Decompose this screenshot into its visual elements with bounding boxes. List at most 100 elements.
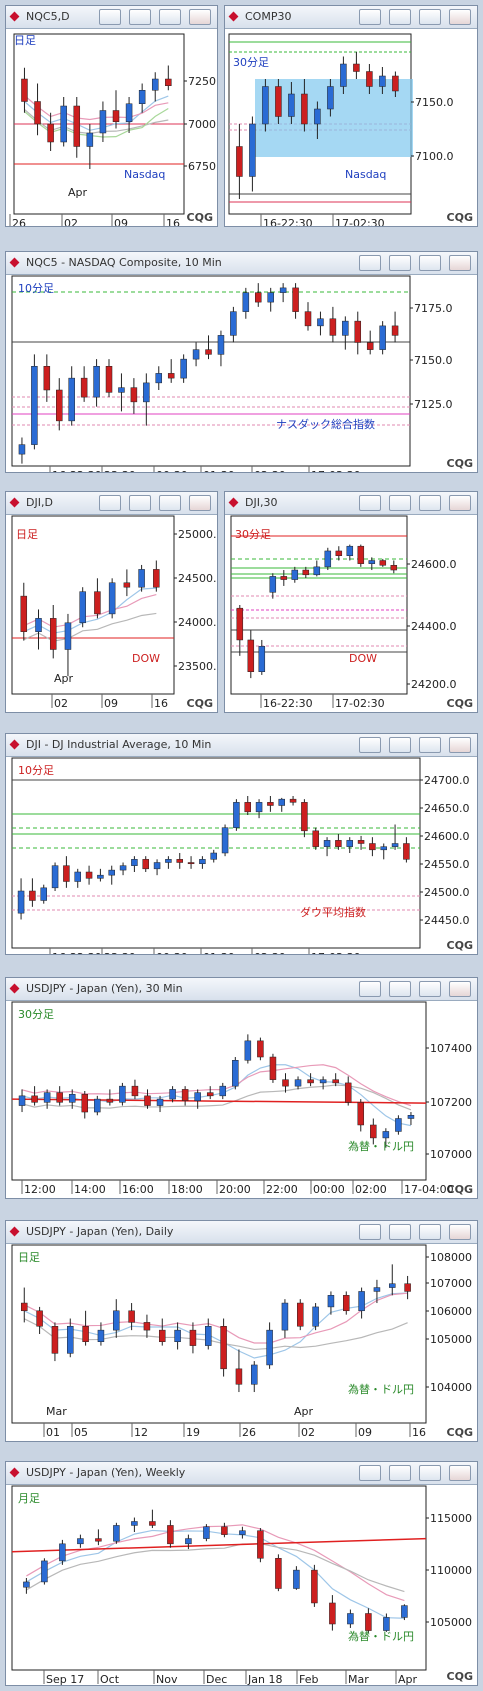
maximize-button[interactable] (159, 9, 181, 25)
candle[interactable] (119, 865, 127, 871)
candle[interactable] (165, 78, 172, 86)
candle[interactable] (255, 292, 262, 303)
candle[interactable] (401, 1605, 408, 1618)
candle[interactable] (159, 1329, 166, 1342)
candle[interactable] (332, 1079, 339, 1084)
candle[interactable] (317, 318, 324, 327)
candle[interactable] (205, 1326, 212, 1346)
candle[interactable] (280, 576, 288, 580)
candle[interactable] (85, 871, 93, 879)
candle[interactable] (18, 444, 26, 455)
candle[interactable] (93, 366, 100, 398)
candle[interactable] (130, 387, 138, 403)
candle[interactable] (67, 1326, 74, 1354)
candle[interactable] (289, 798, 297, 803)
close-button[interactable] (449, 255, 471, 271)
candle[interactable] (176, 859, 183, 863)
candle[interactable] (304, 311, 312, 327)
candle[interactable] (138, 90, 146, 104)
candle[interactable] (395, 1118, 402, 1132)
candle[interactable] (187, 862, 195, 865)
candle[interactable] (99, 110, 107, 134)
candle[interactable] (128, 1310, 135, 1323)
candle[interactable] (142, 859, 149, 870)
close-button[interactable] (449, 737, 471, 753)
candle[interactable] (343, 1295, 350, 1312)
candle[interactable] (235, 1368, 243, 1385)
candle[interactable] (239, 1530, 246, 1535)
candle[interactable] (36, 1310, 43, 1327)
candle[interactable] (302, 569, 310, 576)
candle[interactable] (262, 86, 269, 125)
maximize-button[interactable] (419, 255, 441, 271)
candle[interactable] (49, 618, 57, 650)
candle[interactable] (353, 63, 360, 72)
title-bar[interactable]: NQC5 - NASDAQ Composite, 10 Min (6, 252, 477, 275)
candle[interactable] (105, 366, 113, 393)
candle[interactable] (236, 146, 243, 177)
candle[interactable] (244, 1040, 252, 1061)
candle[interactable] (60, 105, 67, 143)
candle[interactable] (407, 1115, 415, 1119)
candle[interactable] (167, 1525, 174, 1545)
candle[interactable] (379, 75, 386, 87)
candle[interactable] (199, 859, 206, 865)
candle[interactable] (143, 1322, 151, 1331)
candle[interactable] (23, 1581, 30, 1588)
close-button[interactable] (189, 9, 211, 25)
candle[interactable] (357, 545, 365, 564)
candle[interactable] (312, 1306, 319, 1327)
candle[interactable] (153, 862, 161, 870)
link-icon[interactable] (359, 495, 381, 511)
candle[interactable] (64, 622, 72, 650)
candle[interactable] (217, 335, 225, 355)
candle[interactable] (51, 865, 59, 889)
candle[interactable] (335, 550, 343, 556)
title-bar[interactable]: DJI,30 (225, 492, 477, 515)
candle[interactable] (192, 349, 200, 360)
candle[interactable] (68, 377, 75, 422)
link-icon[interactable] (99, 495, 121, 511)
candle[interactable] (366, 71, 373, 87)
candle[interactable] (74, 871, 81, 882)
candle[interactable] (73, 105, 81, 147)
candle[interactable] (153, 569, 160, 588)
maximize-button[interactable] (419, 1465, 441, 1481)
minimize-button[interactable] (389, 737, 411, 753)
chart-window[interactable]: NQC5,D CQG 7250.0 7000.0 6750.0 26 02 09 16 Apr 日足… (5, 5, 218, 227)
candle[interactable] (251, 1364, 258, 1385)
candle[interactable] (210, 852, 217, 860)
candle[interactable] (167, 373, 175, 379)
candle[interactable] (219, 1085, 227, 1097)
candle[interactable] (108, 582, 116, 615)
candle[interactable] (294, 1079, 302, 1087)
candle[interactable] (382, 1131, 390, 1139)
candle[interactable] (275, 86, 282, 117)
title-bar[interactable]: USDJPY - Japan (Yen), Weekly (6, 1462, 477, 1485)
candle[interactable] (125, 103, 133, 122)
candle[interactable] (220, 1326, 227, 1370)
candle[interactable] (31, 366, 38, 445)
candle[interactable] (86, 132, 94, 147)
candle[interactable] (43, 1092, 51, 1103)
candle[interactable] (288, 93, 295, 117)
candle[interactable] (203, 1526, 210, 1539)
candle[interactable] (346, 840, 353, 847)
candle[interactable] (335, 840, 342, 847)
candle[interactable] (329, 1602, 336, 1625)
maximize-button[interactable] (419, 9, 441, 25)
candle[interactable] (340, 63, 347, 87)
close-button[interactable] (449, 1465, 471, 1481)
candle[interactable] (327, 86, 334, 110)
candle[interactable] (249, 123, 256, 177)
candle[interactable] (323, 840, 331, 847)
candle[interactable] (342, 320, 349, 336)
candle[interactable] (97, 874, 104, 879)
candle[interactable] (80, 377, 88, 398)
candle[interactable] (347, 1613, 354, 1625)
candle[interactable] (56, 389, 63, 422)
candle[interactable] (112, 110, 120, 122)
minimize-button[interactable] (389, 981, 411, 997)
close-button[interactable] (449, 9, 471, 25)
link-icon[interactable] (359, 981, 381, 997)
